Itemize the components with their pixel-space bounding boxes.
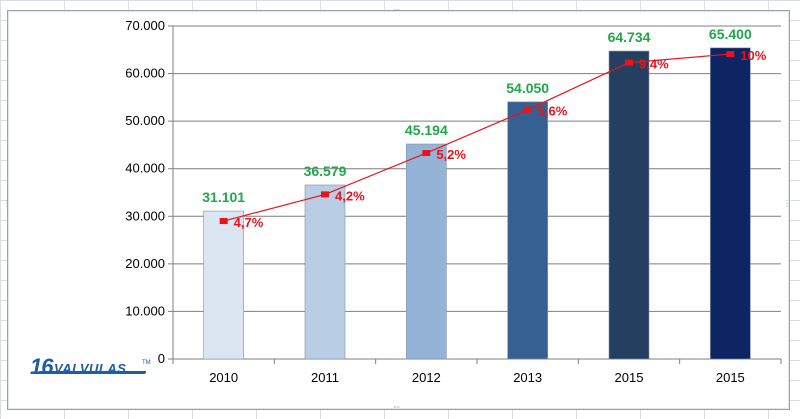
chart-area[interactable]	[7, 10, 790, 410]
growth-marker	[321, 191, 329, 198]
growth-marker	[219, 218, 228, 225]
x-tick-label: 2015	[716, 370, 745, 385]
x-tick-label: 2012	[412, 370, 441, 385]
x-tick-label: 2011	[311, 370, 339, 385]
y-tick-label: 70.000	[125, 18, 165, 33]
bar	[406, 143, 447, 360]
x-tick-label: 2010	[209, 370, 238, 385]
bar	[710, 47, 751, 360]
resize-handle-bottom[interactable]: ····	[393, 403, 400, 412]
bar-value-label: 31.101	[202, 189, 245, 205]
y-tick-label: 0	[158, 351, 165, 366]
growth-marker	[523, 106, 532, 113]
logo-number: 16	[30, 354, 54, 379]
bar	[507, 101, 548, 360]
y-tick-label: 10.000	[125, 303, 165, 318]
y-tick-label: 40.000	[125, 161, 165, 176]
logo-tm: TM	[142, 360, 151, 366]
growth-marker	[422, 150, 431, 157]
bar	[304, 184, 346, 360]
logo: 16 VALVULAS TM	[30, 354, 152, 380]
resize-handle-top[interactable]: ····	[393, 6, 400, 15]
bar-value-label: 45.194	[405, 122, 448, 138]
growth-percent-label: 5,2%	[436, 147, 466, 162]
growth-percent-label: 5,6%	[538, 104, 568, 119]
resize-handle-left[interactable]: ⋮	[3, 199, 11, 208]
bar-value-label: 54.050	[506, 80, 549, 96]
bar	[203, 210, 244, 360]
logo-swoosh	[37, 371, 147, 374]
growth-percent-label: 10%	[740, 48, 766, 63]
x-tick-label: 2013	[513, 370, 542, 385]
x-tick-label: 2015	[615, 370, 644, 385]
y-tick-label: 20.000	[125, 256, 165, 271]
growth-marker	[625, 59, 633, 66]
growth-line	[223, 53, 731, 222]
growth-percent-label: 4,2%	[335, 188, 365, 203]
y-tick-label: 50.000	[125, 113, 165, 128]
bar-value-label: 65.400	[709, 26, 752, 42]
growth-marker	[726, 51, 735, 58]
growth-percent-label: 4,7%	[234, 215, 264, 230]
resize-handle-right[interactable]: ⋮	[783, 199, 791, 208]
growth-percent-label: 9,4%	[639, 57, 669, 72]
y-tick-label: 30.000	[125, 208, 165, 223]
y-tick-label: 60.000	[125, 66, 165, 81]
bar-value-label: 36.579	[304, 163, 347, 179]
bar-value-label: 64.734	[608, 29, 651, 45]
bar	[608, 50, 650, 360]
